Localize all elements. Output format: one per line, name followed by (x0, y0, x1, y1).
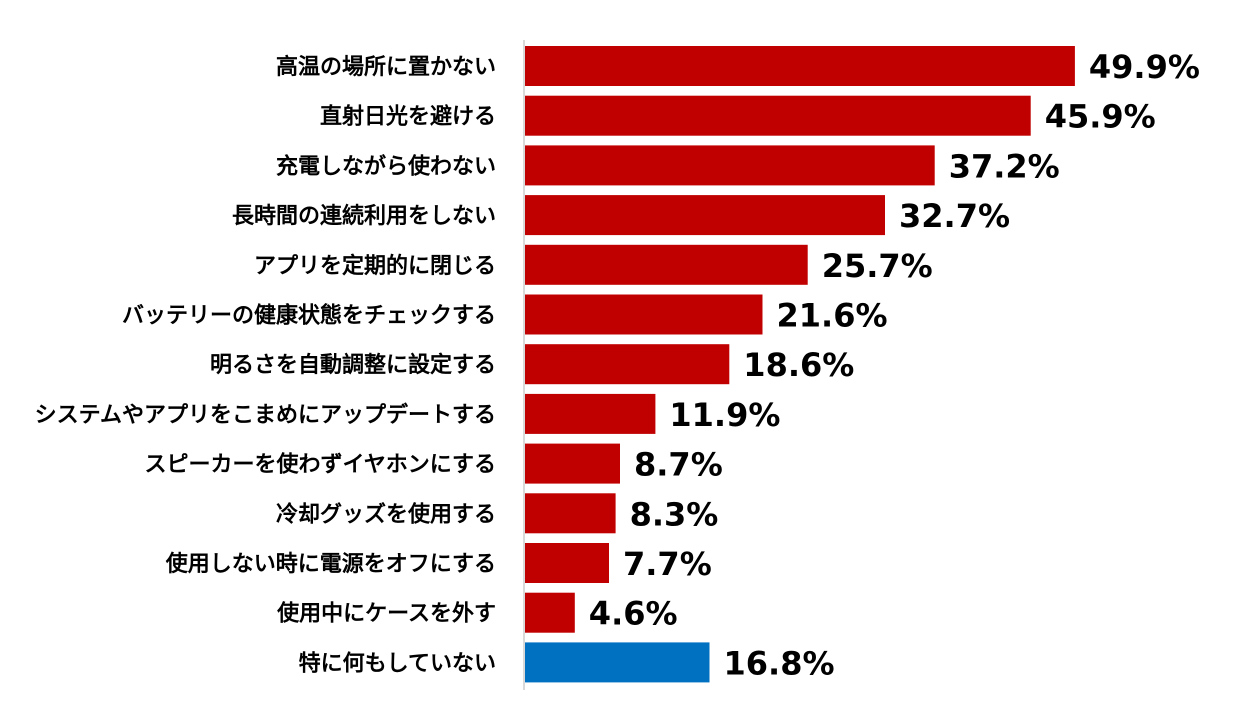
bars-layer (524, 46, 1075, 683)
category-label: システムやアプリをこまめにアップデートする (35, 402, 496, 428)
category-label: 高温の場所に置かない (276, 54, 496, 80)
value-label: 45.9% (1045, 98, 1156, 136)
category-label: 長時間の連続利用をしない (232, 203, 496, 229)
bar (524, 46, 1075, 86)
bar (524, 244, 808, 285)
bar (524, 393, 656, 434)
value-label: 18.6% (743, 346, 854, 384)
category-label: バッテリーの健康状態をチェックする (122, 303, 496, 329)
category-label: 明るさを自動調整に設定する (210, 352, 496, 378)
bar (524, 195, 885, 236)
bar (524, 145, 935, 186)
category-label: 冷却グッズを使用する (276, 501, 496, 527)
bar (524, 443, 620, 484)
category-label: アプリを定期的に閉じる (254, 253, 496, 279)
category-label: 使用しない時に電源をオフにする (165, 552, 496, 577)
value-label: 49.9% (1089, 48, 1200, 86)
bar (524, 294, 763, 335)
value-label: 16.8% (724, 644, 835, 682)
category-label: 充電しながら使わない (276, 153, 496, 179)
bar (524, 493, 616, 534)
value-label: 32.7% (899, 197, 1010, 235)
category-label: 使用中にケースを外す (276, 601, 496, 627)
value-label: 7.7% (623, 545, 712, 583)
bar (524, 344, 730, 385)
value-label: 37.2% (949, 147, 1060, 185)
value-label: 8.7% (634, 446, 723, 484)
value-label: 25.7% (822, 247, 933, 285)
value-label: 11.9% (669, 396, 780, 434)
bar (524, 592, 575, 633)
category-label: 特に何もしていない (299, 650, 496, 676)
value-label: 8.3% (630, 495, 719, 533)
labels-layer: 高温の場所に置かない 49.9% 直射日光を避ける 45.9% 充電しながら使わない 37… (35, 48, 1200, 682)
value-label: 21.6% (777, 297, 888, 335)
bar (524, 642, 710, 683)
category-label: 直射日光を避ける (320, 104, 496, 130)
bar (524, 543, 609, 583)
value-label: 4.6% (589, 595, 678, 633)
category-label: スピーカーを使わずイヤホンにする (144, 453, 496, 478)
bar (524, 95, 1031, 136)
